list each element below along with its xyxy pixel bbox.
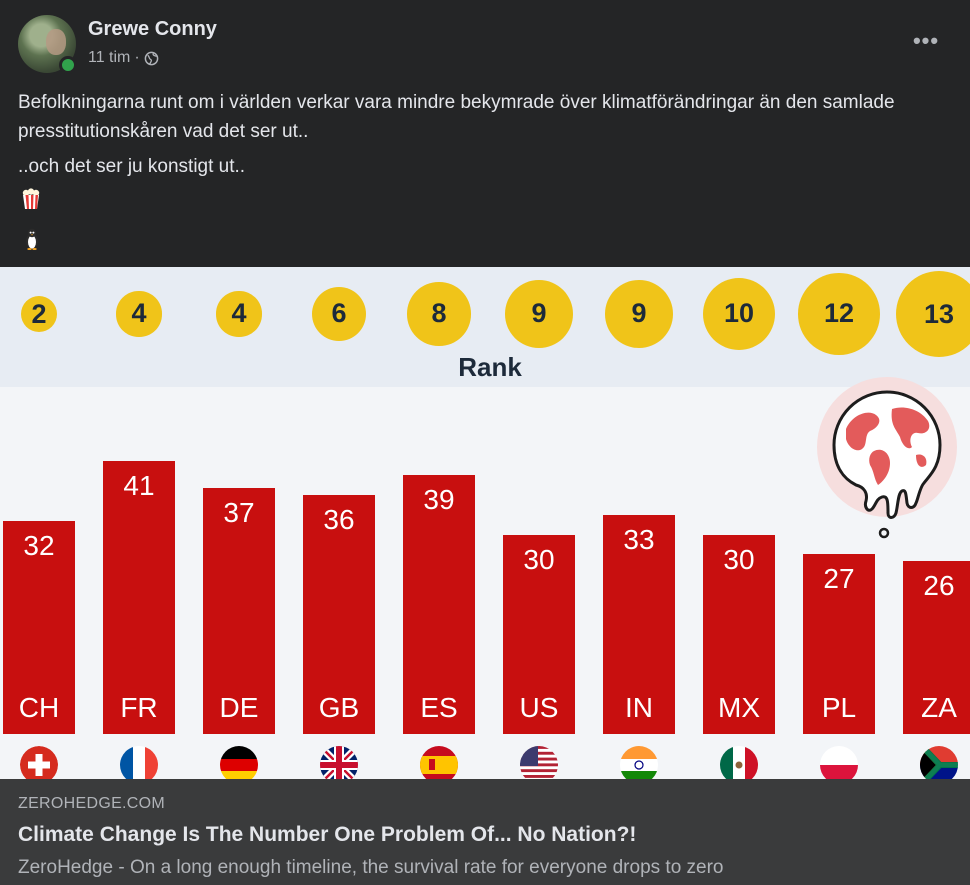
link-title[interactable]: Climate Change Is The Number One Problem… <box>18 823 637 846</box>
post-header: Grewe Conny 11 tim · ••• <box>0 0 970 80</box>
bar-value-label: 39 <box>423 483 455 515</box>
bar-country-label: ZA <box>921 692 957 723</box>
bar-value-label: 32 <box>23 530 55 562</box>
bar-value-label: 33 <box>623 523 655 555</box>
germany-flag-icon <box>220 746 258 779</box>
avatar[interactable] <box>18 15 77 74</box>
bar-country-label: DE <box>219 692 259 723</box>
rank-circle-in: 9 <box>605 280 673 348</box>
mexico-flag-icon <box>720 746 758 779</box>
bar-fr <box>103 461 175 734</box>
france-flag-icon <box>120 746 158 779</box>
rank-circle-pl: 12 <box>798 273 880 355</box>
chart-image[interactable]: Rank 2 32 CH 4 41 FR 4 37 DE 6 36 GB 8 39 ES 9 30 US 9 33 IN… <box>0 267 970 779</box>
bar-value-label: 37 <box>223 496 255 528</box>
bar-es <box>403 474 475 734</box>
spain-flag-icon <box>420 746 458 779</box>
link-description: ZeroHedge - On a long enough timeline, t… <box>18 857 724 878</box>
rank-circle-es: 8 <box>407 282 471 346</box>
bar-value-label: 26 <box>923 570 955 602</box>
rank-circle-za: 13 <box>896 271 970 357</box>
rank-circle-de: 4 <box>216 291 262 337</box>
rank-circle-ch: 2 <box>21 296 57 332</box>
globe-icon[interactable] <box>144 51 159 66</box>
bar-country-label: FR <box>120 692 158 723</box>
link-domain: ZEROHEDGE.COM <box>18 795 166 812</box>
india-flag-icon <box>620 746 658 779</box>
bar-country-label: MX <box>718 692 760 723</box>
bar-country-label: IN <box>625 692 653 723</box>
link-preview[interactable]: ZEROHEDGE.COM Climate Change Is The Numb… <box>0 779 970 885</box>
switzerland-flag-icon <box>20 746 58 779</box>
penguin-icon <box>22 228 42 250</box>
avatar-photo <box>46 29 66 55</box>
post-meta: 11 tim · <box>88 49 159 67</box>
bar-gb <box>303 494 375 734</box>
more-options-button[interactable]: ••• <box>912 28 940 53</box>
bar-value-label: 41 <box>123 470 155 502</box>
author-name[interactable]: Grewe Conny <box>88 18 217 40</box>
post-text: Befolkningarna runt om i världen verkar … <box>18 88 948 146</box>
post-paragraph-2: ..och det ser ju konstigt ut.. <box>18 156 246 177</box>
uk-flag-icon <box>320 746 358 779</box>
meta-separator: · <box>134 49 140 66</box>
usa-flag-icon <box>520 746 558 779</box>
south-africa-flag-icon <box>920 746 958 779</box>
bar-pl <box>803 554 875 734</box>
bar-value-label: 30 <box>523 543 555 575</box>
poland-flag-icon <box>820 746 858 779</box>
melting-globe-icon <box>817 377 957 539</box>
bar-country-label: GB <box>318 692 360 723</box>
online-status-dot <box>59 56 77 74</box>
bar-country-label: ES <box>420 692 458 723</box>
bar-za <box>903 561 970 734</box>
bar-country-label: CH <box>18 692 60 723</box>
rank-circle-gb: 6 <box>311 286 367 342</box>
bar-value-label: 27 <box>823 563 855 595</box>
bar-us <box>503 534 575 734</box>
bar-value-label: 36 <box>323 503 355 535</box>
bar-country-label: US <box>519 692 559 723</box>
bar-country-label: PL <box>821 692 857 723</box>
rank-circle-fr: 4 <box>116 291 162 337</box>
popcorn-icon <box>20 188 42 210</box>
post-time[interactable]: 11 tim <box>88 49 131 66</box>
bar-in <box>603 514 675 734</box>
rank-title: Rank <box>458 352 522 382</box>
bar-mx <box>703 534 775 734</box>
bar-de <box>203 487 275 734</box>
rank-circle-us: 9 <box>505 280 573 348</box>
rank-circle-mx: 10 <box>702 277 776 351</box>
bar-ch <box>3 521 75 734</box>
bar-value-label: 30 <box>723 543 755 575</box>
post-paragraph-1: Befolkningarna runt om i världen verkar … <box>18 92 895 142</box>
